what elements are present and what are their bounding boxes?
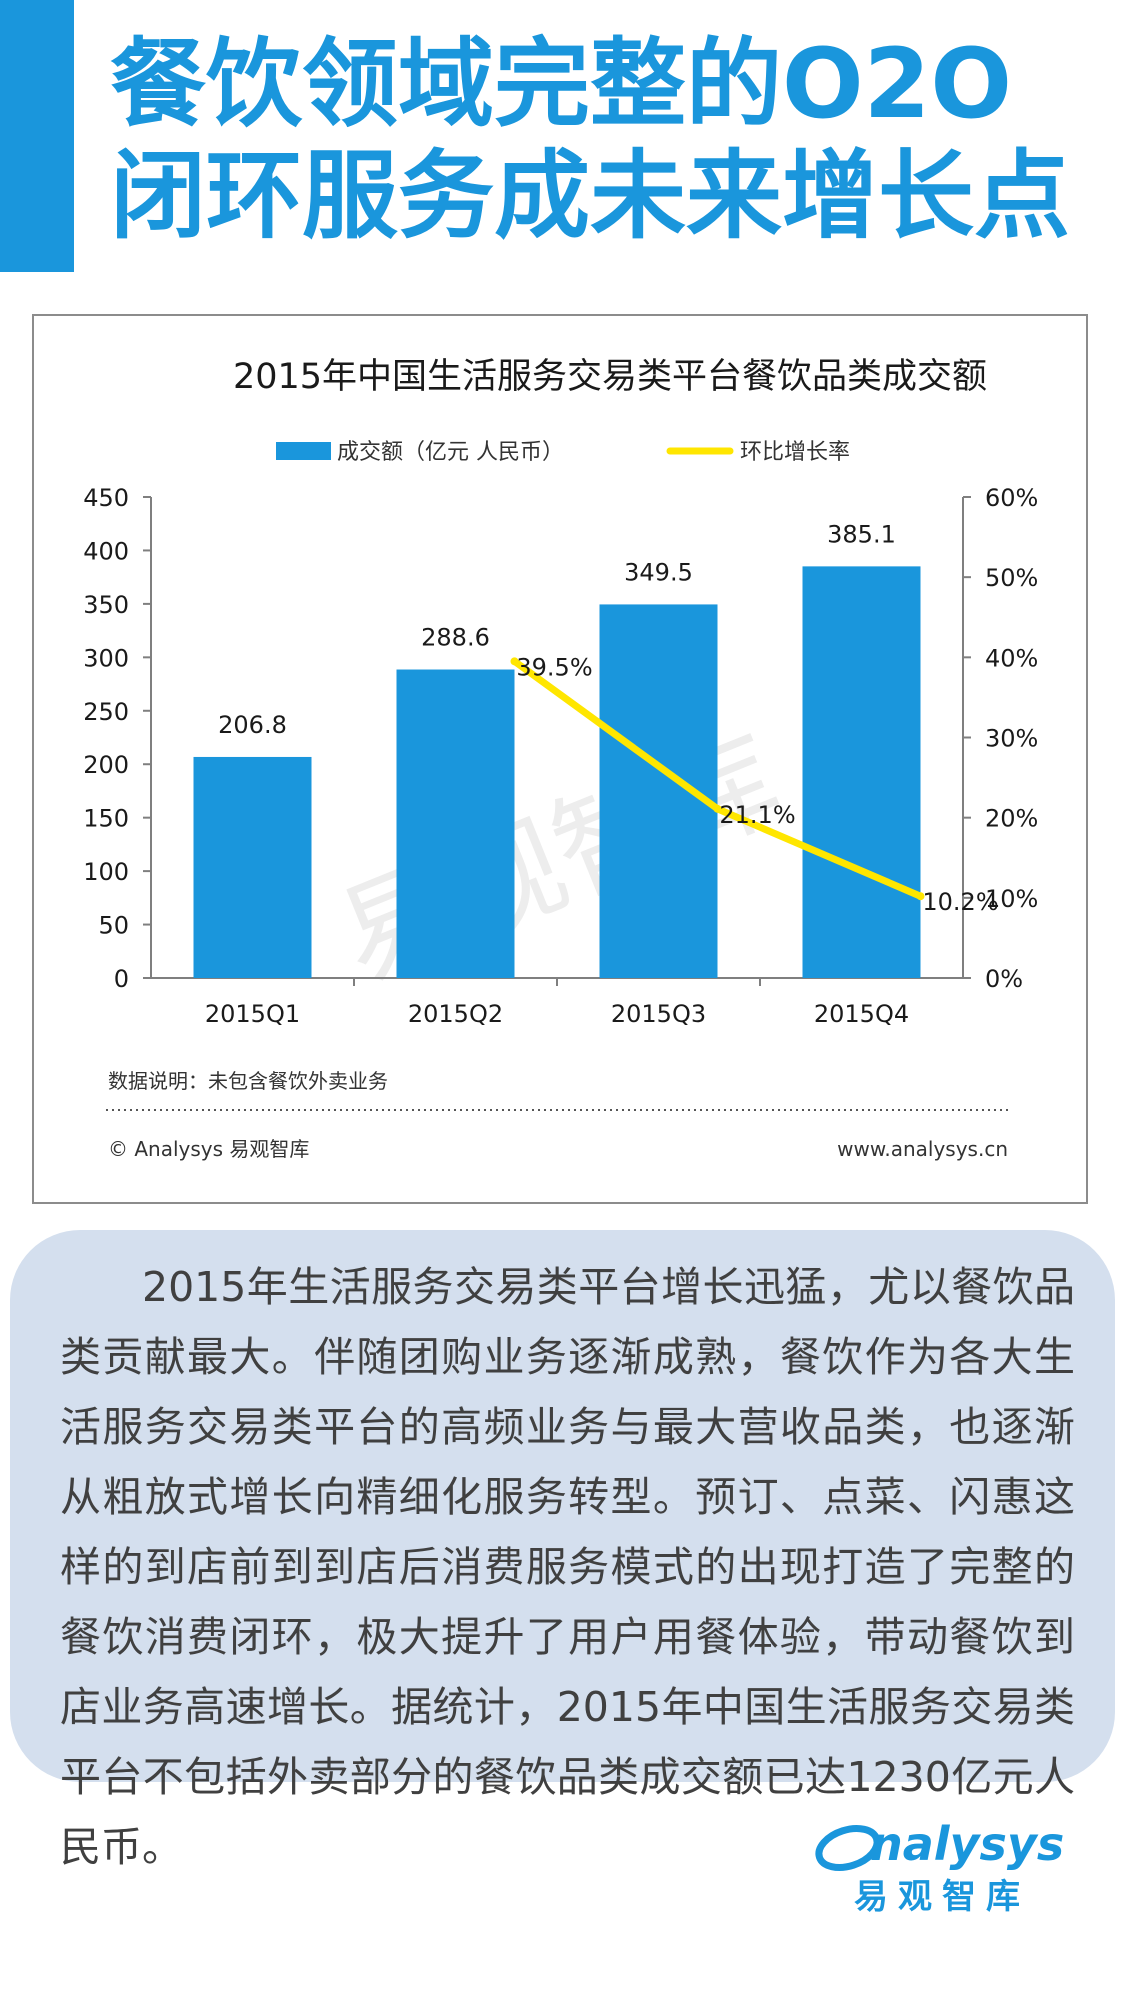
y-left-tick-label: 350: [83, 591, 129, 619]
data-labels: 206.8 288.6 349.5 385.1 39.5% 21.1% 10.2%: [218, 520, 998, 916]
page-title-line-1: 餐饮领域完整的O2O: [110, 28, 1013, 140]
legend-swatch-bar: [276, 442, 331, 460]
bar-2015Q2: [396, 669, 515, 978]
source-credit: © Analysys 易观智库: [108, 1137, 309, 1161]
y-right-tick-label: 50%: [985, 564, 1038, 592]
y-right-tick-label: 40%: [985, 644, 1038, 672]
y-right-tick-label: 60%: [985, 484, 1038, 512]
bar-series: [193, 566, 921, 978]
revenue-chart: 易观智库 2015年中国生活服务交易类平台餐饮品类成交额 成交额（亿元 人民币）…: [83, 357, 1038, 1161]
bar-2015Q1: [193, 756, 312, 978]
growth-point: [916, 892, 925, 901]
analysys-logo: nalysys 易观智库: [815, 1817, 1064, 1917]
data-note: 数据说明：未包含餐饮外卖业务: [108, 1069, 388, 1093]
growth-point: [510, 657, 519, 666]
watermark: 易观智库: [321, 712, 798, 1009]
y-right-tick-label: 0%: [985, 965, 1023, 993]
bar-value-label: 288.6: [421, 624, 490, 652]
y-left-tick-label: 250: [83, 698, 129, 726]
y-left-tick-label: 100: [83, 858, 129, 886]
bar-value-label: 385.1: [827, 520, 896, 548]
chart-axes: 0 50 100 150 200 250 300 350 400 450 0% 10% 20% 30% 40…: [83, 484, 1038, 1028]
title-accent-bar: [0, 0, 74, 272]
bar-value-label: 206.8: [218, 711, 287, 739]
x-tick-label: 2015Q3: [611, 1000, 706, 1028]
logo-swoosh: [815, 1825, 881, 1871]
bar-value-label: 349.5: [624, 558, 693, 586]
x-tick-label: 2015Q4: [814, 1000, 909, 1028]
y-left-tick-label: 50: [98, 912, 129, 940]
growth-point: [713, 804, 722, 813]
page-title-line-2: 闭环服务成未来增长点: [110, 140, 1070, 252]
y-left-tick-label: 450: [83, 484, 129, 512]
y-right-tick-label: 20%: [985, 805, 1038, 833]
legend-label-growth: 环比增长率: [740, 440, 850, 465]
page-title: 餐饮领域完整的O2O 闭环服务成未来增长点: [110, 28, 1100, 252]
chart-title: 2015年中国生活服务交易类平台餐饮品类成交额: [233, 357, 987, 397]
growth-line-series: [510, 657, 925, 901]
x-tick-label: 2015Q2: [408, 1000, 503, 1028]
bar-2015Q3: [599, 604, 718, 978]
x-tick-label: 2015Q1: [205, 1000, 300, 1028]
chart-legend: 成交额（亿元 人民币） 环比增长率: [276, 440, 850, 465]
y-right-tick-label: 10%: [985, 885, 1038, 913]
y-left-tick-label: 150: [83, 805, 129, 833]
logo-subtitle: 易观智库: [854, 1877, 1030, 1917]
logo-wordmark: nalysys: [870, 1817, 1064, 1871]
growth-value-label: 39.5%: [516, 653, 592, 681]
y-right-tick-label: 30%: [985, 725, 1038, 753]
growth-value-label: 10.2%: [922, 888, 998, 916]
summary-text: 2015年生活服务交易类平台增长迅猛，尤以餐饮品类贡献最大。伴随团购业务逐渐成熟…: [10, 1230, 1115, 1871]
chart-panel: 易观智库 2015年中国生活服务交易类平台餐饮品类成交额 成交额（亿元 人民币）…: [32, 314, 1088, 1204]
y-left-tick-label: 200: [83, 751, 129, 779]
bar-2015Q4: [802, 566, 921, 978]
legend-label-revenue: 成交额（亿元 人民币）: [337, 440, 564, 465]
y-left-tick-label: 0: [114, 965, 129, 993]
y-left-tick-label: 300: [83, 644, 129, 672]
growth-value-label: 21.1%: [719, 801, 795, 829]
source-url: www.analysys.cn: [837, 1137, 1008, 1161]
y-left-tick-label: 400: [83, 537, 129, 565]
